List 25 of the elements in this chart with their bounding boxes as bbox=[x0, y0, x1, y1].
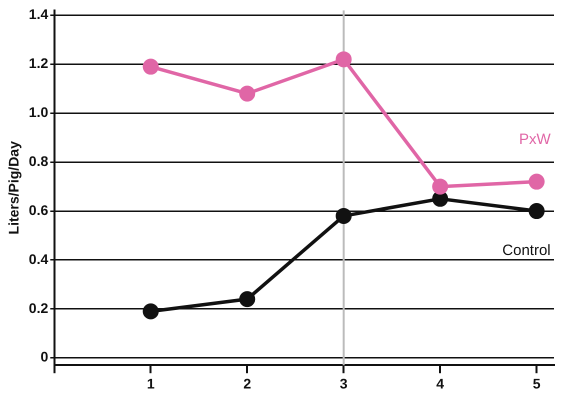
y-axis-title: Liters/Pig/Day bbox=[5, 140, 22, 234]
point bbox=[336, 51, 352, 68]
y-tick-label: 1.0 bbox=[28, 104, 48, 120]
series-label: PxW bbox=[518, 130, 552, 148]
x-tick-label: 5 bbox=[532, 375, 541, 392]
y-tick-label: 0.2 bbox=[28, 300, 48, 316]
point bbox=[239, 291, 256, 308]
y-tick-label: 1.2 bbox=[28, 55, 48, 72]
point bbox=[239, 86, 256, 102]
point bbox=[432, 178, 448, 195]
x-tick-label: 3 bbox=[340, 375, 348, 392]
x-tick-label: 2 bbox=[243, 375, 252, 392]
point bbox=[142, 303, 159, 320]
x-tick-label: 4 bbox=[436, 375, 444, 392]
y-tick-label: 1.4 bbox=[28, 6, 48, 22]
point bbox=[336, 208, 352, 224]
x-tick-label: 1 bbox=[146, 375, 155, 392]
point bbox=[528, 174, 545, 190]
y-tick-label: 0.8 bbox=[28, 152, 48, 169]
y-tick-label: 0.6 bbox=[28, 202, 48, 218]
point bbox=[528, 203, 545, 220]
y-tick-label: 0.4 bbox=[28, 250, 48, 267]
series-label: Control bbox=[502, 242, 551, 260]
point bbox=[142, 58, 159, 75]
y-tick-label: 0 bbox=[40, 348, 48, 365]
